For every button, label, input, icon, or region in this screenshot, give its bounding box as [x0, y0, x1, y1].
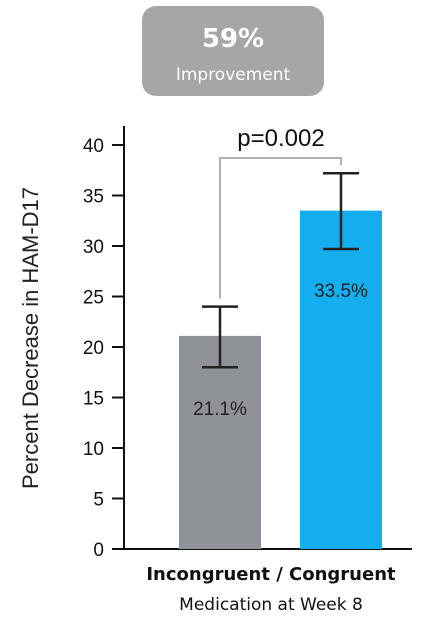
y-axis-title: Percent Decrease in HAM-D17: [18, 187, 43, 489]
significance-bracket: p=0.002: [219, 125, 342, 299]
bar-data-labels: 21.1% 33.5%: [193, 281, 368, 420]
data-label-incongruent: 21.1%: [193, 399, 247, 420]
p-value-annotation: p=0.002: [237, 125, 324, 152]
x-axis-title: Medication at Week 8: [179, 595, 363, 615]
y-tick-label: 5: [93, 490, 104, 511]
y-tick-label: 15: [83, 389, 104, 410]
improvement-badge: 59% Improvement: [142, 6, 324, 96]
badge-percent: 59%: [202, 24, 264, 54]
y-tick-label: 40: [83, 136, 104, 157]
bracket-line: [219, 157, 342, 299]
y-tick-label: 25: [83, 288, 104, 309]
y-axis-ticks: 0 5 10 15 20 25 30 35 40: [83, 136, 124, 561]
data-label-congruent: 33.5%: [314, 281, 368, 302]
y-tick-label: 10: [83, 439, 104, 460]
y-tick-label: 30: [83, 237, 104, 258]
y-tick-label: 20: [83, 338, 104, 359]
bar-incongruent: [179, 335, 261, 549]
y-tick-label: 0: [93, 540, 104, 561]
x-axis-label-categories: Incongruent / Congruent: [146, 564, 396, 585]
bar-congruent: [300, 210, 382, 549]
y-tick-label: 35: [83, 187, 104, 208]
badge-background: [142, 6, 324, 96]
bars: [179, 210, 382, 549]
error-bars: [202, 172, 359, 369]
badge-label: Improvement: [176, 65, 291, 85]
